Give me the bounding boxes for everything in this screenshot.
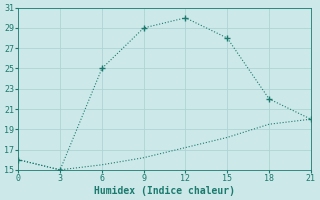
- X-axis label: Humidex (Indice chaleur): Humidex (Indice chaleur): [94, 186, 235, 196]
